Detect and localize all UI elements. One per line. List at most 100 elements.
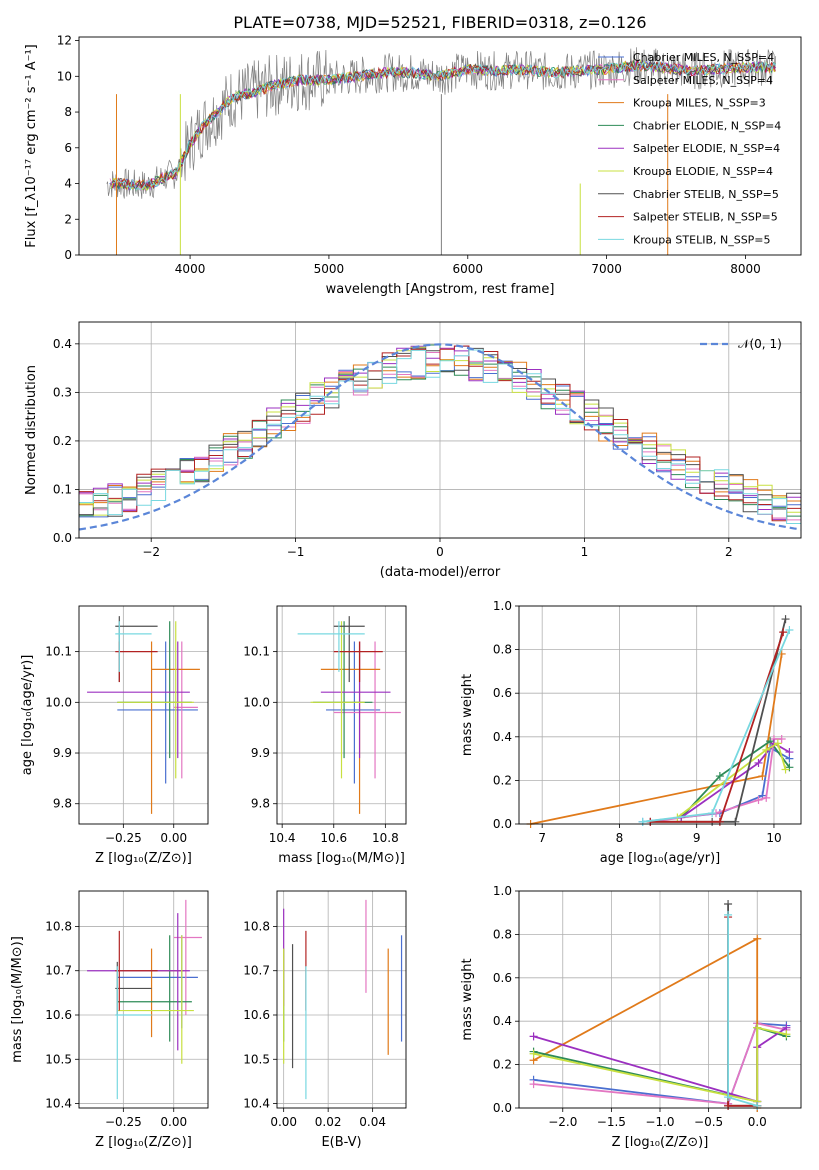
legend-label: Salpeter MILES, N_SSP=4 [633,74,773,87]
axes-frame [78,36,802,256]
y-tick-label: 10.5 [45,1052,72,1066]
x-tick-label: 10.6 [320,831,347,845]
y-tick-label: 0.4 [53,337,72,351]
axes-frame [518,890,802,1109]
legend-label: Kroupa MILES, N_SSP=3 [633,97,766,110]
weight-marker [724,910,733,919]
weight-marker [529,1032,538,1041]
x-axis-label: Z [log₁₀(Z/Z⊙)] [612,1135,709,1150]
residuals-panel: −2 −1 0 1 2 0.0 0.1 0.2 0.3 0.4 (data-model)/error… [24,321,802,580]
x-tick-label: −0.5 [694,1115,723,1129]
y-tick-label: 8 [64,105,72,119]
weight-marker [754,796,763,805]
weight-line-kroupa-miles [533,937,759,1108]
legend-label: Chabrier MILES, N_SSP=4 [633,51,774,64]
weight-marker [754,758,763,767]
y-axis-label: age [log₁₀(age/yr)] [20,655,35,776]
y-tick-label: 0.0 [493,1101,512,1115]
y-axis-label: mass [log₁₀(M/M⊙)] [10,936,25,1063]
y-tick-label: 10.7 [243,964,270,978]
weight-marker [724,1101,733,1110]
axes-frame [276,890,407,1109]
y-tick-label: 0.6 [493,971,512,985]
y-tick-label: 10.6 [243,1008,270,1022]
weight-marker [758,772,767,781]
figure-title: PLATE=0738, MJD=52521, FIBERID=0318, z=0… [233,13,646,32]
x-tick-label: 1 [581,545,589,559]
x-axis-label: Z [log₁₀(Z/Z⊙)] [95,1135,192,1150]
x-tick-label: 0.00 [160,1115,187,1129]
axes-frame [518,605,802,825]
y-tick-label: 0.2 [53,434,72,448]
mass-vs-metallicity-panel: −0.25 0.00 10.4 10.5 10.6 10.7 10.8 Z [log₁₀(Z/… [10,890,209,1150]
axes-frame [78,605,209,825]
x-tick-label: 2 [725,545,733,559]
y-tick-label: 10.0 [243,695,270,709]
x-tick-label: 0.04 [359,1115,386,1129]
y-tick-label: 0.0 [53,531,72,545]
y-tick-label: 4 [64,177,72,191]
x-axis-label: mass [log₁₀(M/M⊙)] [278,851,405,866]
x-tick-label: −2 [142,545,160,559]
x-tick-label: 6000 [452,262,483,276]
axes-frame [276,605,407,825]
weight-marker [753,934,762,943]
legend-label: Kroupa STELIB, N_SSP=5 [633,233,771,246]
weight-line-chabrier-elodie [680,739,791,819]
weight-marker [762,745,771,754]
y-tick-label: 10 [57,69,72,83]
y-tick-label: 0.8 [493,643,512,657]
x-tick-label: 4000 [175,262,206,276]
y-tick-label: 10.1 [243,645,270,659]
y-tick-label: 2 [64,212,72,226]
weight-vs-metallicity-panel: −2.0 −1.5 −1.0 −0.5 0.0 0.0 0.2 0.4 0.6 0.8 1.0 Z [… [460,884,802,1150]
y-axis-label: Flux [f_λ10⁻¹⁷ erg cm⁻² s⁻¹ A⁻¹] [24,44,39,248]
weight-line-kroupa-elodie [533,1026,787,1103]
x-tick-label: 0.00 [270,1115,297,1129]
y-axis-label: Normed distribution [24,365,39,495]
weight-marker [773,739,782,748]
x-tick-label: −0.25 [105,831,142,845]
x-tick-label: −1 [287,545,305,559]
y-tick-label: 0.6 [493,686,512,700]
x-axis-label: E(B-V) [321,1135,361,1150]
x-tick-label: 5000 [314,262,345,276]
legend-label: Salpeter STELIB, N_SSP=5 [633,211,778,224]
x-tick-label: 8000 [730,262,761,276]
y-tick-label: 10.6 [45,1008,72,1022]
weight-vs-age-panel: 7 8 9 10 0.0 0.2 0.4 0.6 0.8 1.0 age [log₁₀(age/yr… [460,599,802,866]
x-tick-label: −1.5 [597,1115,626,1129]
weight-marker [753,1101,762,1110]
x-axis-label: wavelength [Angstrom, rest frame] [326,282,555,297]
weight-marker [781,765,790,774]
axes-frame [78,890,209,1109]
x-axis-label: age [log₁₀(age/yr)] [600,851,721,866]
weight-marker [779,628,788,637]
x-tick-label: 7 [538,831,546,845]
x-tick-label: 0.02 [315,1115,342,1129]
weight-marker [638,817,647,826]
y-tick-label: 9.8 [53,797,72,811]
weight-marker [777,734,786,743]
histogram-salpeter-elodie [79,345,801,520]
weight-line-kroupa-stelib [727,914,758,1107]
y-tick-label: 9.9 [53,746,72,760]
y-tick-label: 9.9 [251,746,270,760]
legend-label: Kroupa ELODIE, N_SSP=4 [633,165,773,178]
y-tick-label: 0.8 [493,927,512,941]
y-tick-label: 10.8 [243,919,270,933]
x-tick-label: 7000 [591,262,622,276]
x-tick-label: 10.8 [372,831,399,845]
axes-frame [78,321,802,539]
weight-marker [715,817,724,826]
weight-marker [785,625,794,634]
weight-marker [731,817,740,826]
legend-label: Chabrier STELIB, N_SSP=5 [633,188,779,201]
x-tick-label: −1.0 [645,1115,674,1129]
weight-marker [785,748,794,757]
age-vs-mass-panel: 10.4 10.6 10.8 9.8 9.9 10.0 10.1 mass [log₁₀(M/… [243,605,407,866]
y-tick-label: 6 [64,141,72,155]
y-tick-label: 0.0 [493,817,512,831]
y-tick-label: 0.4 [493,1014,512,1028]
